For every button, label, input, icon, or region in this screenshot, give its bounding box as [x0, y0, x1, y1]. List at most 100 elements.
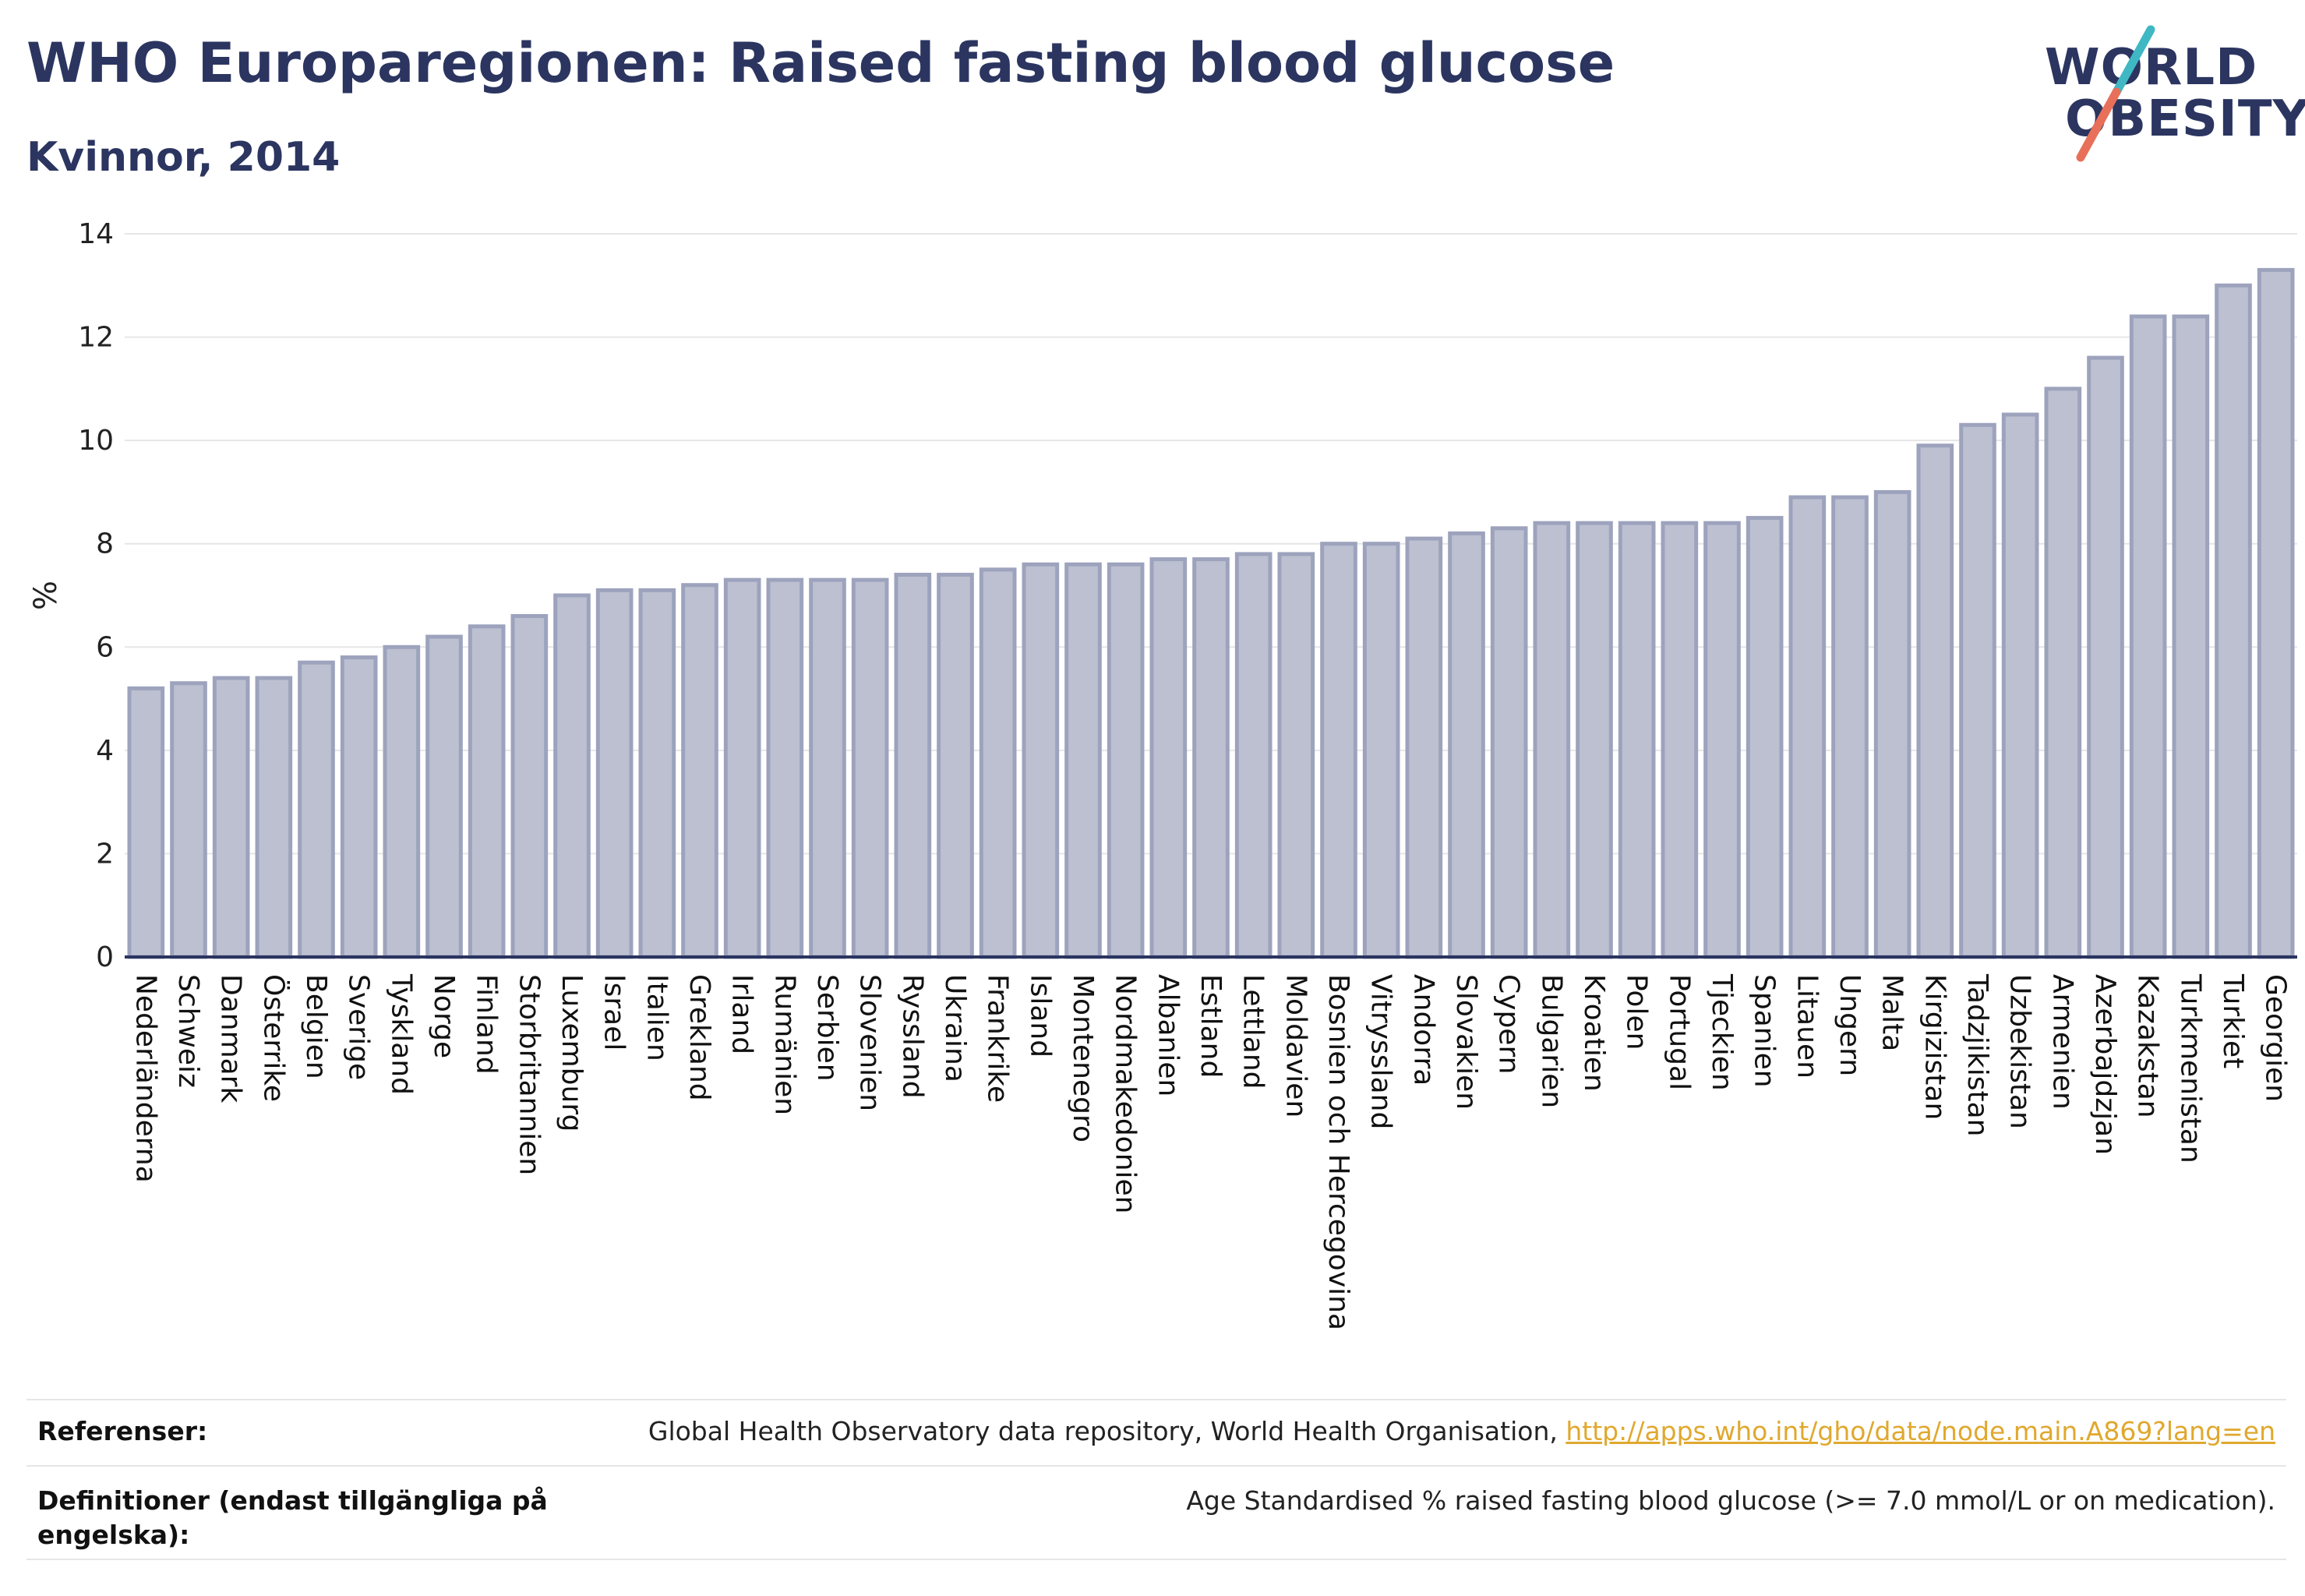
x-tick-label: Georgien [2260, 974, 2292, 1102]
bar-46 [2087, 355, 2124, 959]
x-tick-label: Lettland [1237, 974, 1269, 1089]
references-link[interactable]: http://apps.who.int/gho/data/node.main.A… [1565, 1416, 2275, 1446]
definitions-label-line1: Definitioner (endast tillgängliga på [37, 1485, 548, 1516]
x-tick-label: Malta [1876, 974, 1908, 1051]
bar-42 [1916, 443, 1954, 959]
y-tick-label: 4 [96, 735, 114, 767]
x-tick-label: Polen [1621, 974, 1653, 1050]
logo-text-world: WORLD [2045, 39, 2258, 97]
bar-19 [937, 572, 974, 959]
x-tick-label: Portugal [1663, 974, 1695, 1090]
bar-45 [2044, 387, 2082, 959]
bar-38 [1746, 516, 1784, 959]
x-tick-label: Armenien [2046, 974, 2078, 1110]
x-tick-label: Moldavien [1280, 974, 1311, 1118]
x-tick-label: Österrike [257, 974, 290, 1102]
bar-26 [1234, 552, 1273, 959]
bar-8 [468, 624, 506, 959]
bar-25 [1192, 557, 1230, 959]
x-tick-label: Turkmenistan [2174, 973, 2206, 1163]
x-tick-label: Andorra [1407, 974, 1439, 1086]
bar-31 [1448, 531, 1485, 959]
logo-slash-icon [2076, 25, 2155, 162]
x-tick-label: Bulgarien [1535, 974, 1567, 1108]
x-tick-label: Albanien [1152, 974, 1184, 1096]
bar-48 [2172, 314, 2210, 959]
x-tick-label: Azerbajdzjan [2089, 974, 2121, 1155]
y-tick-label: 2 [96, 838, 114, 870]
bar-13 [681, 583, 718, 959]
bar-22 [1064, 562, 1102, 959]
bar-10 [553, 593, 591, 959]
x-tick-label: Montenegro [1067, 974, 1099, 1142]
x-tick-label: Kroatien [1578, 974, 1610, 1092]
x-tick-label: Kazakstan [2132, 974, 2164, 1118]
bar-49 [2215, 283, 2252, 959]
y-tick-label: 10 [78, 425, 114, 457]
definitions-row: Definitioner (endast tillgängliga på eng… [26, 1465, 2286, 1560]
bar-14 [723, 577, 761, 959]
bar-27 [1277, 552, 1315, 959]
bar-21 [1022, 562, 1060, 959]
bar-40 [1831, 495, 1869, 959]
bar-0 [127, 686, 165, 959]
bar-50 [2257, 267, 2295, 959]
y-axis-label: % [28, 581, 64, 610]
x-tick-label: Schweiz [172, 974, 204, 1088]
bar-47 [2129, 314, 2167, 959]
bar-2 [212, 676, 250, 959]
x-tick-label: Israel [598, 974, 630, 1050]
references-row: Referenser: Global Health Observatory da… [26, 1399, 2286, 1467]
references-label: Referenser: [37, 1416, 208, 1446]
definitions-value: Age Standardised % raised fasting blood … [1186, 1485, 2275, 1516]
footer-bottom-rule [26, 1559, 2286, 1560]
x-tick-label: Italien [641, 974, 672, 1061]
x-tick-label: Bosnien och Hercegovina [1322, 974, 1354, 1330]
bar-39 [1788, 495, 1827, 959]
bar-5 [340, 655, 378, 959]
bar-1 [170, 681, 207, 959]
x-tick-label: Norge [428, 974, 460, 1058]
bar-18 [894, 572, 932, 959]
bar-24 [1149, 557, 1188, 959]
bar-12 [638, 588, 676, 959]
y-tick-label: 8 [96, 528, 114, 560]
x-tick-label: Tjeckien [1706, 973, 1738, 1091]
bar-29 [1362, 542, 1400, 959]
bar-chart: 0 2 4 6 8 10 12 14% Nederländerna Schweiz Danmark Ö… [28, 218, 2297, 1330]
bar-37 [1703, 521, 1741, 959]
x-tick-label: Vitryssland [1365, 974, 1397, 1129]
bar-23 [1107, 562, 1145, 959]
x-tick-label: Tyskland [385, 973, 417, 1095]
y-tick-label: 14 [78, 218, 114, 250]
x-tick-label: Cypern [1493, 974, 1525, 1074]
x-tick-label: Grekland [683, 974, 715, 1101]
x-tick-label: Ungern [1834, 974, 1866, 1076]
x-tick-label: Tadzjikistan [1961, 973, 1993, 1136]
x-tick-label: Finland [471, 974, 503, 1075]
y-tick-label: 0 [96, 941, 114, 973]
y-tick-label: 6 [96, 631, 114, 663]
x-tick-label: Nederländerna [129, 974, 161, 1183]
bar-17 [851, 577, 889, 959]
x-tick-label: Storbritannien [513, 974, 545, 1175]
bar-35 [1618, 521, 1656, 959]
x-tick-label: Litauen [1791, 974, 1823, 1079]
bar-33 [1533, 521, 1571, 959]
x-tick-label: Frankrike [982, 974, 1014, 1103]
x-tick-label: Danmark [215, 974, 247, 1103]
bar-11 [595, 588, 634, 959]
references-value: Global Health Observatory data repositor… [648, 1414, 2275, 1449]
bar-15 [766, 577, 804, 959]
x-tick-label: Serbien [811, 974, 843, 1082]
y-tick-label: 12 [78, 322, 114, 354]
x-tick-label: Luxemburg [556, 974, 588, 1132]
x-tick-label: Island [1024, 974, 1056, 1058]
references-text: Global Health Observatory data repositor… [648, 1416, 1566, 1446]
x-tick-label: Irland [726, 974, 758, 1054]
x-tick-label: Turkiet [2217, 973, 2249, 1068]
bar-34 [1576, 521, 1613, 959]
bar-4 [298, 660, 335, 959]
bar-3 [255, 676, 293, 959]
x-tick-label: Ryssland [896, 974, 928, 1099]
